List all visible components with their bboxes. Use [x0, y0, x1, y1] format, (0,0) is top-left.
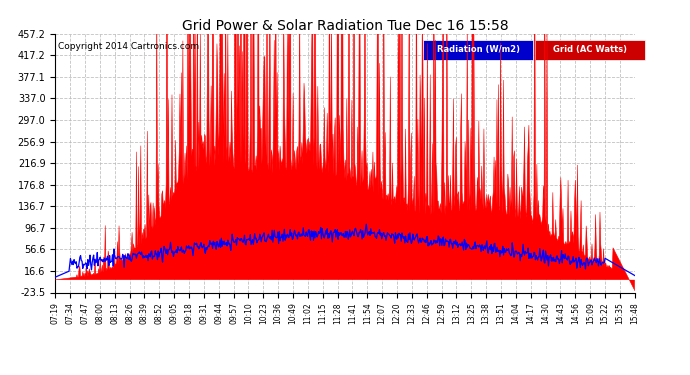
Bar: [423, 40, 533, 60]
Bar: [535, 40, 644, 60]
Title: Grid Power & Solar Radiation Tue Dec 16 15:58: Grid Power & Solar Radiation Tue Dec 16 …: [181, 19, 509, 33]
Text: Radiation (W/m2): Radiation (W/m2): [437, 45, 520, 54]
Text: Copyright 2014 Cartronics.com: Copyright 2014 Cartronics.com: [58, 42, 199, 51]
Text: Grid (AC Watts): Grid (AC Watts): [553, 45, 627, 54]
